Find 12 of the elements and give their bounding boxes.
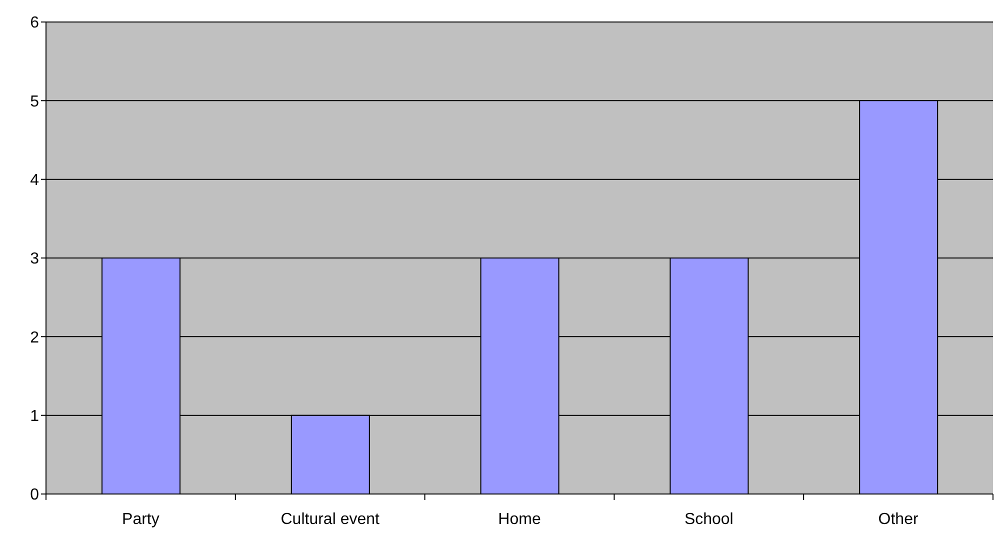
- y-tick-label: 6: [30, 14, 40, 32]
- y-tick-label: 4: [30, 172, 40, 190]
- x-tick-label: School: [684, 511, 734, 528]
- y-tick-label: 2: [30, 329, 40, 346]
- x-tick-label: Cultural event: [280, 511, 380, 528]
- y-tick-label: 5: [30, 93, 40, 110]
- y-tick-label: 1: [30, 408, 40, 426]
- x-tick-label: Party: [122, 511, 160, 528]
- y-tick-label: 3: [30, 250, 40, 268]
- x-tick-label: Other: [878, 511, 919, 528]
- x-tick-label: Home: [498, 511, 541, 528]
- y-tick-label: 0: [30, 486, 40, 504]
